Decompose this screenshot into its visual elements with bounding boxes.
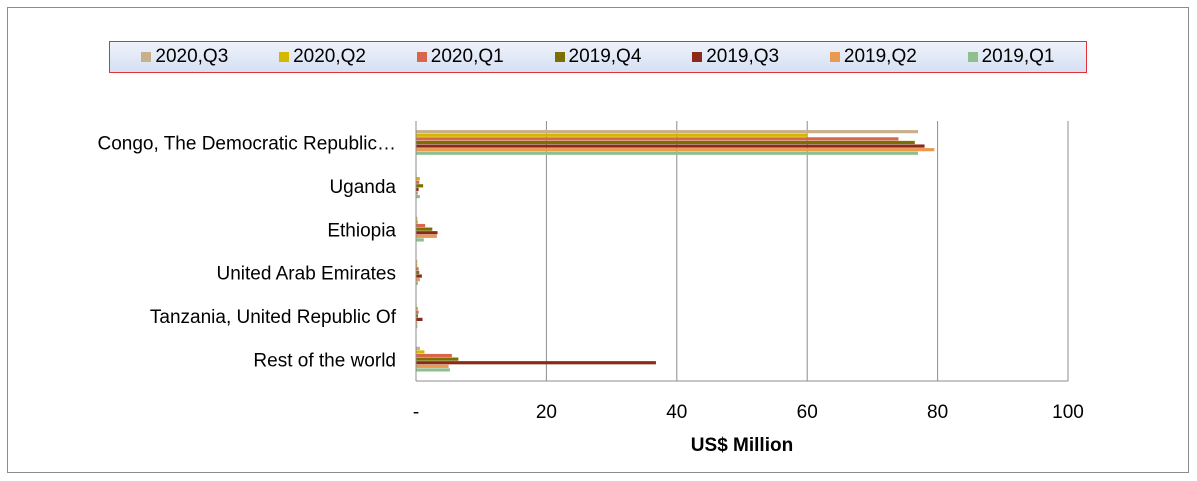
bar bbox=[416, 148, 935, 152]
bar bbox=[416, 130, 919, 134]
bar bbox=[416, 321, 418, 325]
bar bbox=[416, 140, 915, 145]
legend-item: 2020,Q1 bbox=[416, 46, 504, 68]
bar bbox=[416, 278, 420, 282]
bar bbox=[416, 364, 449, 368]
bar bbox=[416, 238, 424, 242]
legend-item: 2020,Q2 bbox=[279, 46, 366, 68]
bar bbox=[416, 195, 420, 199]
legend-swatch bbox=[554, 52, 565, 62]
bar bbox=[416, 361, 656, 365]
legend-item: 2019,Q4 bbox=[554, 46, 642, 68]
legend-label: 2019,Q2 bbox=[843, 46, 917, 67]
legend-swatch bbox=[279, 52, 290, 62]
x-tick-label: 60 bbox=[797, 402, 818, 423]
bar bbox=[416, 260, 418, 264]
legend-item: 2019,Q3 bbox=[692, 46, 779, 68]
bar bbox=[416, 133, 808, 137]
bar bbox=[416, 368, 450, 372]
legend-label: 2019,Q1 bbox=[981, 46, 1055, 67]
bar bbox=[416, 314, 418, 318]
legend-swatch bbox=[141, 52, 152, 62]
bar bbox=[416, 220, 418, 224]
legend-item: 2019,Q2 bbox=[829, 46, 917, 68]
bar bbox=[416, 231, 438, 235]
x-tick-label: 100 bbox=[1052, 402, 1084, 423]
bar bbox=[416, 227, 433, 231]
legend-swatch bbox=[416, 52, 427, 62]
bar bbox=[416, 234, 437, 238]
bar bbox=[416, 350, 425, 354]
x-tick-label: 20 bbox=[536, 402, 557, 423]
y-category-label: Rest of the world bbox=[253, 350, 396, 371]
bar bbox=[416, 353, 452, 358]
bar bbox=[416, 307, 418, 311]
legend-label: 2020,Q2 bbox=[293, 46, 366, 67]
bar bbox=[416, 223, 426, 228]
bar bbox=[416, 177, 420, 181]
x-tick-label: 40 bbox=[666, 402, 687, 423]
bar bbox=[416, 180, 420, 184]
y-category-label: United Arab Emirates bbox=[216, 264, 396, 285]
legend-swatch bbox=[967, 52, 978, 62]
bar bbox=[416, 310, 419, 314]
y-category-label: Congo, The Democratic Republic… bbox=[97, 134, 396, 155]
y-category-label: Ethiopia bbox=[327, 220, 396, 241]
legend-label: 2020,Q3 bbox=[155, 46, 229, 67]
bar bbox=[416, 357, 459, 361]
bar bbox=[416, 325, 418, 329]
bar bbox=[416, 317, 423, 321]
x-axis-title: US$ Million bbox=[691, 435, 793, 456]
legend-item: 2020,Q3 bbox=[141, 46, 228, 68]
y-category-label: Tanzania, United Republic Of bbox=[150, 307, 397, 328]
bar bbox=[416, 144, 925, 148]
bar bbox=[416, 274, 422, 278]
bar bbox=[416, 216, 418, 220]
chart-legend: 2020,Q3 2020,Q2 2020,Q1 2019,Q4 2019,Q3 2019,… bbox=[109, 41, 1087, 73]
bar bbox=[416, 267, 419, 271]
bar bbox=[416, 346, 420, 350]
bar bbox=[416, 191, 418, 195]
x-tick-label: - bbox=[413, 402, 419, 423]
legend-swatch bbox=[829, 52, 840, 62]
chart-area bbox=[7, 7, 1189, 473]
y-category-label: Uganda bbox=[329, 177, 396, 198]
bar bbox=[416, 270, 420, 275]
legend-label: 2020,Q1 bbox=[430, 46, 504, 67]
bar bbox=[416, 281, 418, 285]
bar bbox=[416, 137, 899, 141]
legend-label: 2019,Q3 bbox=[706, 46, 780, 67]
legend-swatch bbox=[692, 52, 703, 62]
legend-label: 2019,Q4 bbox=[568, 46, 642, 67]
bar bbox=[416, 151, 919, 155]
bar bbox=[416, 187, 419, 191]
bar bbox=[416, 184, 424, 188]
bar bbox=[416, 263, 418, 267]
legend-item: 2019,Q1 bbox=[967, 46, 1055, 68]
x-tick-label: 80 bbox=[927, 402, 948, 423]
